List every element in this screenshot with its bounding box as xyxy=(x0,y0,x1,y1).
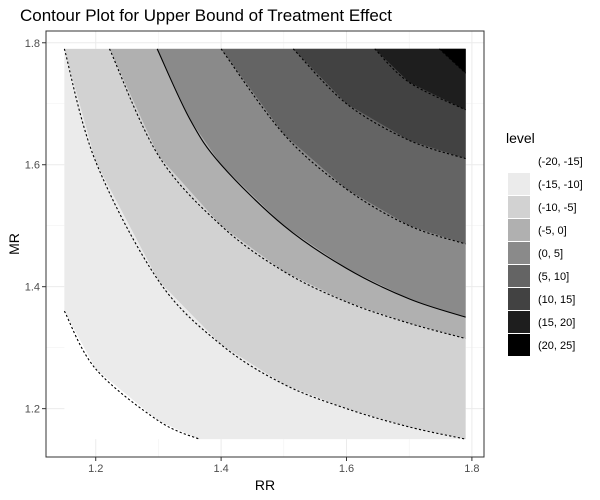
legend-label: (-15, -10] xyxy=(538,179,583,191)
y-tick-label: 1.2 xyxy=(25,404,40,416)
legend-label: (-20, -15] xyxy=(538,156,583,168)
x-axis: 1.2 1.4 1.6 1.8 xyxy=(88,457,480,475)
legend-label: (20, 25] xyxy=(538,340,575,352)
x-tick-label: 1.4 xyxy=(213,463,228,475)
legend-label: (-10, -5] xyxy=(538,202,577,214)
plot-border xyxy=(45,30,485,458)
contour-bands xyxy=(64,48,466,440)
legend-key xyxy=(508,334,530,356)
chart-title: Contour Plot for Upper Bound of Treatmen… xyxy=(20,6,392,25)
x-tick-label: 1.6 xyxy=(339,463,354,475)
legend-label: (-5, 0] xyxy=(538,225,567,237)
contour-line xyxy=(63,310,200,440)
legend-key xyxy=(508,219,530,241)
y-tick-label: 1.6 xyxy=(25,160,40,172)
legend-label: (5, 10] xyxy=(538,271,569,283)
y-tick-label: 1.8 xyxy=(25,38,40,50)
contour-lines xyxy=(63,48,467,440)
contour-line xyxy=(292,48,466,160)
contour-line xyxy=(109,48,466,340)
x-axis-title: RR xyxy=(255,477,275,493)
legend: level (-20, -15] (-15, -10] (-10, -5] (-5, … xyxy=(506,130,583,356)
x-tick-label: 1.8 xyxy=(464,463,479,475)
x-tick-label: 1.2 xyxy=(88,463,103,475)
legend-key xyxy=(508,242,530,264)
legend-label: (10, 15] xyxy=(538,294,575,306)
contour-line xyxy=(156,48,466,318)
legend-key xyxy=(508,265,530,287)
y-tick-label: 1.4 xyxy=(25,282,40,294)
contour-line xyxy=(374,48,466,111)
contour-line xyxy=(63,48,466,440)
legend-key xyxy=(508,150,530,172)
contour-line xyxy=(438,48,467,74)
legend-label: (0, 5] xyxy=(538,248,563,260)
legend-label: (15, 20] xyxy=(538,317,575,329)
legend-key xyxy=(508,173,530,195)
legend-title: level xyxy=(506,130,535,146)
legend-key xyxy=(508,311,530,333)
y-axis: 1.2 1.4 1.6 1.8 xyxy=(25,38,46,416)
legend-key xyxy=(508,196,530,218)
contour-band xyxy=(374,48,466,110)
y-axis-title: MR xyxy=(6,233,22,255)
contour-line xyxy=(220,48,466,245)
legend-key xyxy=(508,288,530,310)
